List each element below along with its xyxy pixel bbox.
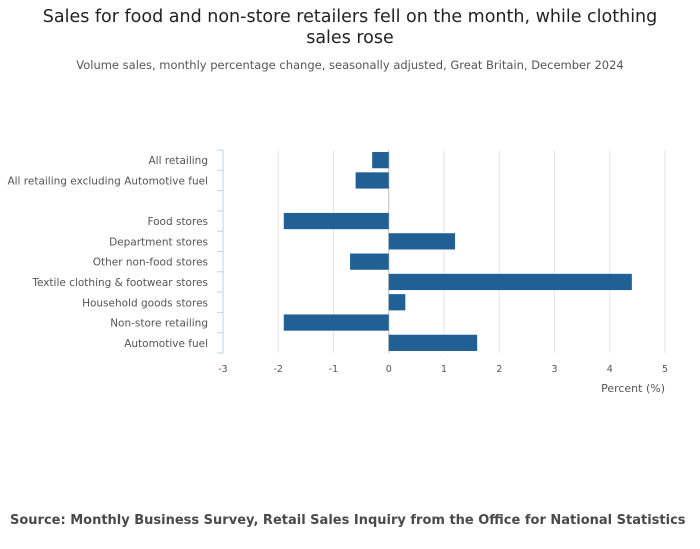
chart-title: Sales for food and non-store retailers f… [42, 7, 658, 48]
x-tick-label: 1 [441, 364, 447, 375]
bar[interactable] [283, 212, 389, 230]
category-label: Textile clothing & footwear stores [31, 277, 208, 289]
category-label: Automotive fuel [124, 338, 208, 350]
bar[interactable] [350, 253, 389, 270]
bars [283, 152, 632, 351]
source-note: Source: Monthly Business Survey, Retail … [10, 513, 686, 528]
x-tick-label: -2 [274, 364, 283, 375]
x-tick-label: 4 [607, 364, 613, 375]
category-labels: All retailing All retailing excluding Aut… [7, 155, 208, 350]
x-tick-label: 2 [496, 364, 502, 375]
category-label: Household goods stores [82, 297, 208, 309]
x-tick-label: 0 [386, 364, 392, 375]
x-tick-label: -3 [218, 364, 227, 375]
bar[interactable] [355, 172, 389, 189]
category-label: Food stores [147, 216, 208, 228]
x-tick-label: 3 [551, 364, 557, 375]
y-axis [217, 149, 224, 354]
bar[interactable] [388, 233, 456, 250]
bar[interactable] [283, 314, 389, 331]
x-tick-label: -1 [329, 364, 338, 375]
chart-subtitle: Volume sales, monthly percentage change,… [76, 58, 624, 72]
category-label: Other non-food stores [93, 257, 208, 269]
x-axis-title: Percent (%) [601, 382, 665, 395]
category-label: All retailing excluding Automotive fuel [7, 175, 208, 187]
grid-lines [277, 150, 666, 353]
x-tick-label: 5 [662, 364, 668, 375]
category-label: Non-store retailing [110, 318, 208, 330]
bar[interactable] [372, 152, 389, 169]
bar[interactable] [388, 273, 632, 291]
category-label: Department stores [109, 236, 208, 248]
category-label: All retailing [148, 155, 208, 167]
bar[interactable] [388, 294, 406, 311]
x-axis-ticks: -3 -2 -1 0 1 2 3 4 5 [218, 364, 668, 375]
bar[interactable] [388, 334, 478, 351]
